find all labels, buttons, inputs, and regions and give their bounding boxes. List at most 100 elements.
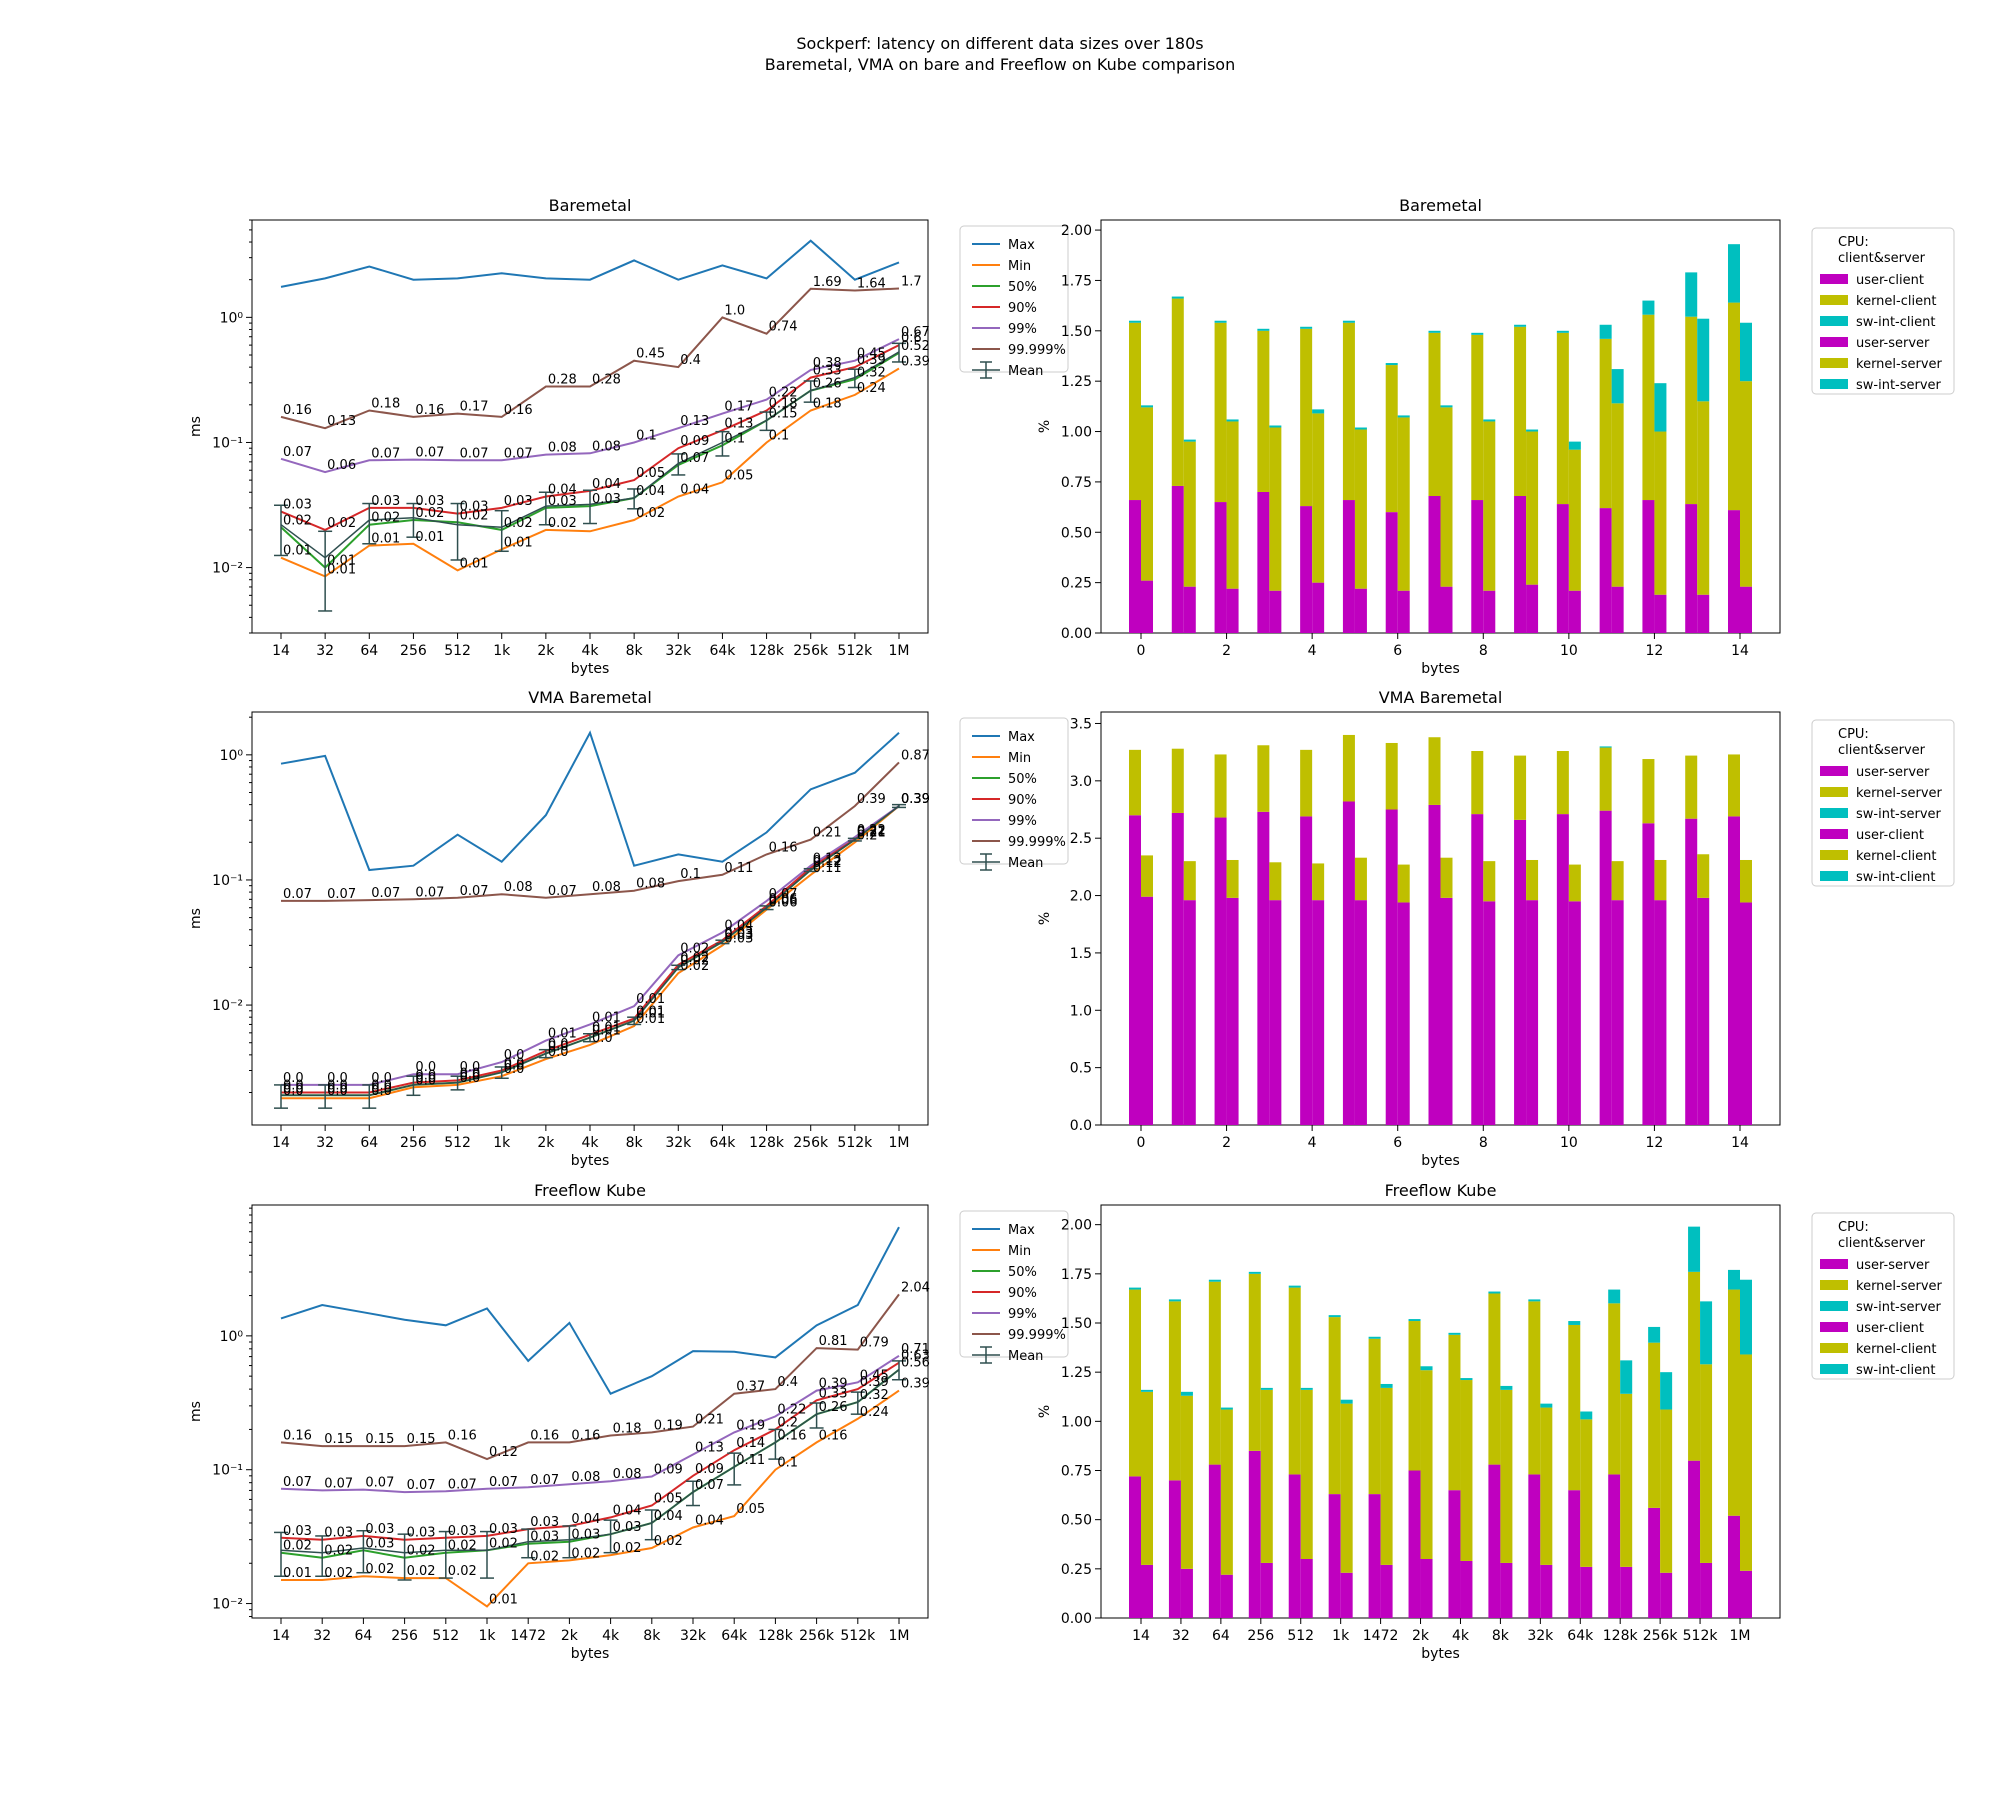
bar-sw-int-server [1654,383,1667,432]
y-tick-label: 0.25 [1061,1562,1092,1578]
bar-kernel-client [1660,1409,1673,1573]
bar-sw-int-client [1740,1279,1752,1355]
data-label: 0.15 [324,1432,353,1447]
data-label: 0.16 [530,1428,559,1443]
mean-line [281,805,900,1097]
bar-user-server [1368,1494,1381,1618]
bar-kernel-client [1514,326,1527,497]
legend-label: sw-int-server [1856,1300,1942,1315]
x-tick-label: 128k [1603,1628,1639,1644]
x-tick-label: 32k [665,1135,692,1151]
legend-label: 99.999% [1008,343,1066,358]
bar-user-server [1688,1460,1701,1618]
bar-kernel-client [1556,332,1569,505]
data-label: 0.09 [695,1462,724,1477]
x-tick-label: 12 [1646,643,1664,659]
legend-label: 90% [1008,1286,1037,1301]
bar-kernel-server [1171,748,1184,813]
y-tick-label: 10⁰ [220,748,244,764]
bar-user-server [1471,814,1484,1125]
data-label: 0.03 [592,492,621,507]
bar-user-client [1300,506,1313,633]
data-label: 0.03 [724,931,753,946]
data-label: 0.11 [724,861,753,876]
bar-sw-int-server [1269,425,1282,428]
data-label: 0.04 [695,1514,724,1529]
bar-sw-int-client [1260,1387,1273,1390]
y-tick-label: 0.25 [1061,576,1092,592]
legend-label: 50% [1008,1265,1037,1280]
bar-user-server [1312,582,1325,633]
bar-user-client [1226,897,1239,1125]
y-tick-label: 0.75 [1061,475,1092,491]
x-tick-label: 1M [889,1628,910,1644]
bar-sw-int-client [1385,363,1398,366]
bar-sw-int-server [1129,1287,1141,1290]
x-tick-label: 512 [432,1628,459,1644]
legend: CPU:client&server user-server kernel-serve… [1811,719,1955,887]
x-tick-label: 64k [709,643,736,659]
data-label: 0.16 [769,840,798,855]
bar-user-server [1129,815,1141,1125]
data-label: 0.03 [613,1520,642,1535]
bar-user-client [1214,502,1227,633]
x-tick-label: 64k [1567,1628,1594,1644]
bar-sw-int-client [1428,330,1441,333]
data-label: 0.0 [283,1071,304,1086]
bar-user-client [1460,1560,1473,1618]
data-label: 0.21 [695,1413,724,1428]
bar-user-client [1700,1562,1713,1618]
data-label: 0.67 [901,325,930,340]
data-label: 0.33 [819,1386,848,1401]
data-label: 0.02 [489,1536,518,1551]
x-tick-label: 1472 [510,1628,546,1644]
data-label: 0.01 [636,1005,665,1020]
x-tick-label: 256k [799,1628,835,1644]
bar-kernel-server [1129,1289,1141,1477]
x-tick-label: 256 [400,1135,427,1151]
bar-kernel-server [1483,421,1496,591]
y-tick-label: 1.5 [1070,946,1092,962]
data-label: 0.16 [448,1428,477,1443]
bar-sw-int-client [1460,1378,1473,1381]
bar-kernel-client [1685,316,1698,505]
bar-kernel-server [1141,407,1153,581]
bar-kernel-client [1300,328,1313,507]
data-label: 0.32 [860,1388,889,1403]
bar-user-client [1183,900,1196,1125]
x-tick-label: 2k [537,643,555,659]
data-label: 0.0 [327,1084,348,1099]
bar-sw-int-server [1688,1226,1701,1272]
data-label: 0.16 [415,403,444,418]
data-label: 0.0 [371,1071,392,1086]
data-label: 0.01 [636,1012,665,1027]
data-label: 0.04 [592,477,621,492]
data-label: 0.06 [327,458,356,473]
data-label: 0.21 [813,826,842,841]
x-tick-label: 32k [1527,1628,1554,1644]
data-label: 0.04 [680,482,709,497]
bar-user-client [1526,900,1539,1125]
data-label: 0.1 [680,867,701,882]
data-label: 0.39 [901,792,930,807]
bar-kernel-client [1312,863,1325,901]
y-tick-label: 2.00 [1061,223,1092,239]
bar-user-server [1168,1480,1181,1618]
bar-kernel-client [1171,298,1184,486]
x-tick-label: 512k [837,643,873,659]
bar-kernel-server [1269,427,1282,591]
bar-user-server [1528,1474,1541,1618]
data-label: 0.05 [654,1492,683,1507]
bar-kernel-server [1488,1293,1501,1465]
data-label: 0.12 [813,856,842,871]
bar-user-server [1328,1494,1341,1618]
bar-kernel-client [1460,1380,1473,1561]
x-tick-label: 64 [1212,1628,1230,1644]
bar-user-client [1342,500,1355,633]
data-label: 0.33 [813,364,842,379]
bar-user-client [1556,504,1569,633]
bar-kernel-server [1514,755,1527,820]
bar-user-client [1269,900,1282,1125]
data-label: 0.07 [489,1475,518,1490]
legend-label: user-client [1856,273,1924,288]
